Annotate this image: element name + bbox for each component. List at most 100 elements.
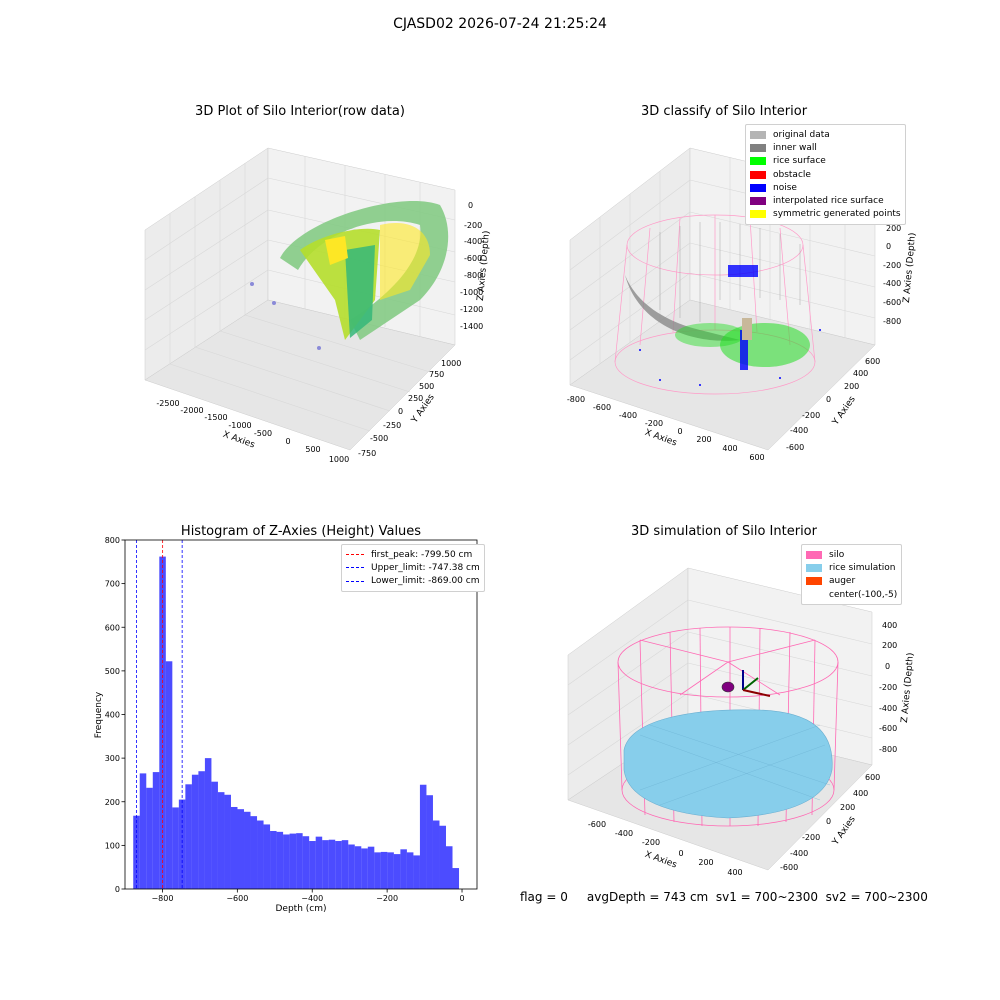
histogram-bar (393, 854, 401, 889)
figure-suptitle: CJASD02 2026-07-24 21:25:24 (393, 16, 607, 32)
legend-label: interpolated rice surface (773, 196, 884, 207)
histogram-bar (322, 840, 329, 889)
histogram-bar (191, 774, 199, 889)
histogram-y-tick-label: 400 (105, 711, 120, 720)
legend-swatch (806, 590, 822, 599)
histogram-bar (152, 772, 160, 889)
legend-swatch (750, 157, 766, 166)
legend-swatch (750, 143, 766, 152)
histogram-bar (270, 830, 277, 889)
classify-legend: original data inner wall rice surface ob… (745, 124, 906, 226)
legend-line (346, 567, 364, 569)
legend-label: symmetric generated points (773, 209, 901, 220)
histogram-bar (211, 781, 218, 889)
histogram-bar (283, 834, 290, 889)
histogram-bar (426, 795, 433, 889)
histogram-bar (354, 846, 362, 889)
legend-label: rice simulation (829, 562, 896, 573)
histogram-bar (445, 846, 453, 889)
simulation-plot-title: 3D simulation of Silo Interior (631, 524, 817, 539)
histogram-y-tick-label: 0 (115, 885, 120, 894)
histogram-bar (419, 784, 427, 889)
legend-label: Upper_limit: -747.38 cm (371, 562, 480, 573)
histogram-bar (361, 848, 368, 889)
histogram-title: Histogram of Z-Axies (Height) Values (180, 524, 422, 539)
histogram-bar (230, 806, 238, 889)
histogram-y-tick-label: 700 (105, 580, 120, 589)
legend-swatch (750, 170, 766, 179)
legend-swatch (806, 563, 822, 572)
histogram-y-label: Frequency (94, 691, 104, 738)
legend-item-symmetric: symmetric generated points (750, 208, 901, 221)
histogram-legend: first_peak: -799.50 cm Upper_limit: -747… (341, 544, 485, 592)
legend-item-upper-limit: Upper_limit: -747.38 cm (346, 561, 480, 574)
histogram-bar (380, 851, 388, 889)
legend-swatch (806, 577, 822, 586)
legend-label: silo (829, 549, 845, 560)
legend-label: inner wall (773, 142, 817, 153)
histogram-bar (146, 787, 153, 889)
histogram-bar (400, 849, 407, 889)
histogram-bar (302, 836, 310, 889)
histogram-x-tick-label: 0 (459, 894, 464, 903)
simulation-legend: silo rice simulation auger center(-100,-… (801, 544, 903, 606)
legend-item-original-data: original data (750, 128, 901, 141)
status-footer: flag = 0 avgDepth = 743 cm sv1 = 700~230… (520, 890, 928, 904)
histogram-y-tick-label: 100 (105, 841, 120, 850)
legend-item-first-peak: first_peak: -799.50 cm (346, 548, 480, 561)
histogram-x-tick-label: −200 (376, 894, 398, 903)
legend-item-auger: auger (806, 575, 897, 588)
histogram-bar (165, 661, 173, 889)
legend-label: first_peak: -799.50 cm (371, 549, 473, 560)
histogram-bar (217, 792, 225, 889)
legend-label: auger (829, 576, 856, 587)
histogram-bar (257, 820, 264, 889)
legend-line (346, 554, 364, 556)
histogram-x-tick-label: −800 (151, 894, 173, 903)
histogram-bar (432, 820, 440, 889)
legend-label: noise (773, 182, 797, 193)
histogram-bar (185, 784, 192, 889)
legend-item-rice-simulation: rice simulation (806, 561, 897, 574)
histogram-bar (178, 799, 186, 889)
legend-item-inner-wall: inner wall (750, 141, 901, 154)
legend-label: center(-100,-5) (829, 589, 898, 600)
histogram-y-tick-label: 600 (105, 623, 120, 632)
histogram-bar (139, 773, 147, 889)
legend-swatch (806, 550, 822, 559)
legend-item-lower-limit: Lower_limit: -869.00 cm (346, 575, 480, 588)
legend-swatch (750, 183, 766, 192)
histogram-bar (244, 811, 251, 889)
legend-item-rice-surface: rice surface (750, 155, 901, 168)
histogram-bar (289, 833, 297, 889)
legend-label: obstacle (773, 169, 811, 180)
legend-label: rice surface (773, 156, 826, 167)
histogram-bar (204, 758, 212, 889)
legend-item-obstacle: obstacle (750, 168, 901, 181)
histogram-bar (172, 807, 179, 889)
histogram-bar (328, 839, 336, 889)
legend-item-silo: silo (806, 548, 897, 561)
histogram-bar (367, 846, 375, 889)
histogram-bar (263, 824, 271, 889)
histogram-bar (341, 840, 349, 889)
histogram-bar (250, 816, 258, 889)
histogram-bar (198, 771, 205, 889)
raw-plot-title: 3D Plot of Silo Interior(row data) (195, 104, 405, 119)
histogram-bar (348, 844, 355, 889)
histogram-bar (309, 841, 316, 889)
legend-label: original data (773, 129, 830, 140)
legend-item-interpolated: interpolated rice surface (750, 194, 901, 207)
legend-swatch (750, 197, 766, 206)
histogram-bar (335, 841, 342, 889)
histogram-x-label: Depth (cm) (275, 904, 326, 914)
histogram-bar (439, 825, 446, 889)
legend-swatch (750, 130, 766, 139)
histogram-bar (406, 852, 414, 889)
classify-plot-title: 3D classify of Silo Interior (640, 104, 808, 119)
histogram-bar (374, 852, 381, 889)
histogram-y-tick-label: 200 (105, 798, 120, 807)
histogram-bar (296, 833, 303, 889)
histogram-bar (276, 831, 284, 889)
legend-label: Lower_limit: -869.00 cm (371, 576, 480, 587)
